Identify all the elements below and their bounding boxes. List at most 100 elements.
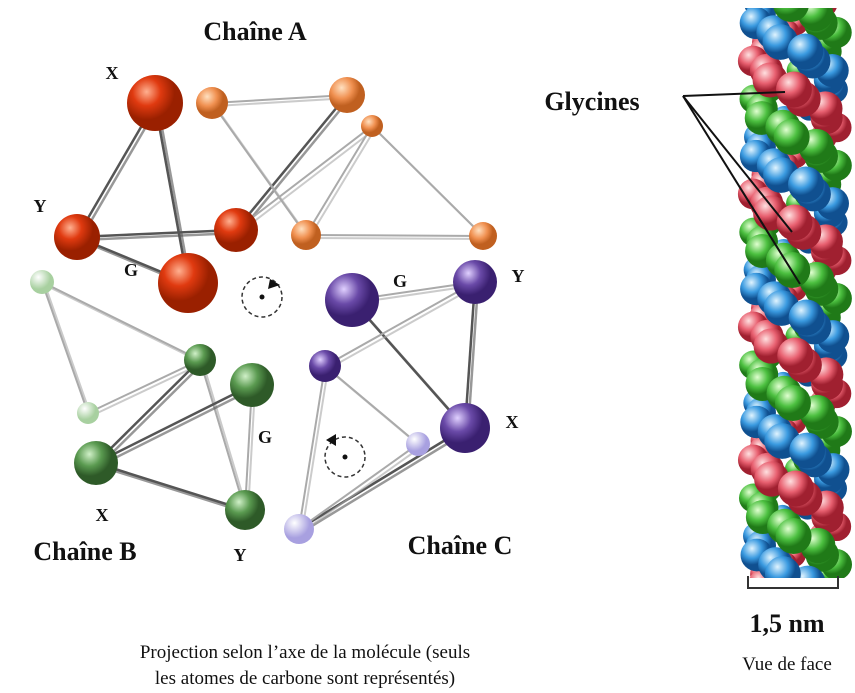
bond — [79, 231, 240, 242]
atoms — [30, 75, 497, 544]
atom — [230, 363, 274, 407]
glycines-label: Glycines — [544, 87, 639, 116]
residue-label: G — [124, 260, 138, 280]
atom — [309, 350, 341, 382]
bond — [298, 443, 419, 530]
residue-label: Y — [34, 196, 47, 216]
helix-atom — [789, 432, 826, 469]
atom — [284, 514, 314, 544]
atom — [329, 77, 365, 113]
residue-label: X — [506, 412, 519, 432]
atom — [54, 214, 100, 260]
bond — [298, 365, 326, 530]
bond — [301, 429, 469, 534]
atom — [127, 75, 183, 131]
helix-atom — [775, 518, 812, 554]
helix-atom — [773, 8, 809, 22]
bond — [301, 368, 329, 533]
glycine-pointers — [682, 91, 801, 285]
chain-title: Chaîne C — [408, 531, 513, 560]
helix-atom — [777, 337, 814, 374]
helix-atom — [788, 299, 825, 336]
helix-atom — [774, 385, 811, 421]
pointer — [682, 95, 801, 285]
atom — [453, 260, 497, 304]
bond — [95, 359, 201, 464]
atom — [30, 270, 54, 294]
bond — [98, 386, 256, 468]
bond — [95, 383, 253, 465]
helix-atom — [764, 556, 801, 578]
bond — [305, 125, 373, 236]
rotation-arrow — [241, 276, 283, 318]
atom — [325, 273, 379, 327]
bond — [211, 94, 348, 104]
residue-label: Y — [234, 545, 247, 565]
arrow-head — [326, 434, 336, 446]
bond — [41, 281, 89, 414]
atom — [184, 344, 216, 376]
bond — [238, 97, 351, 234]
helix-atom — [777, 470, 814, 507]
atom — [77, 402, 99, 424]
arrow-head — [268, 279, 280, 289]
chain-title: Chaîne A — [203, 17, 307, 46]
bond — [308, 128, 376, 239]
bond — [87, 359, 201, 414]
bond — [308, 237, 487, 240]
bond — [44, 284, 204, 364]
helix-atom — [776, 204, 813, 241]
bond — [95, 461, 246, 512]
atom — [225, 490, 265, 530]
atom — [196, 87, 228, 119]
bond — [301, 446, 422, 533]
bond — [199, 359, 246, 511]
bond — [235, 125, 373, 231]
bond — [44, 284, 92, 417]
atom — [406, 432, 430, 456]
bond — [202, 362, 249, 514]
helix-atom — [787, 166, 824, 203]
chain-title: Chaîne B — [33, 537, 136, 566]
pointer — [682, 95, 793, 233]
bond — [214, 97, 351, 107]
atom — [440, 403, 490, 453]
view-label: Vue de face — [742, 654, 832, 675]
residue-label: G — [258, 427, 272, 447]
residue-label: Y — [512, 266, 525, 286]
bond — [327, 284, 479, 370]
helix-atom — [775, 71, 812, 108]
bond — [235, 94, 348, 231]
bond — [41, 281, 201, 361]
bond — [98, 464, 249, 515]
axis — [342, 454, 348, 460]
atom — [291, 220, 321, 250]
caption: les atomes de carbone sont représentés) — [155, 668, 455, 689]
axis — [259, 294, 265, 300]
residue-label: X — [96, 505, 109, 525]
bond — [76, 228, 237, 239]
bond — [305, 234, 484, 237]
residue-label: G — [393, 271, 407, 291]
atom — [74, 441, 118, 485]
bond — [214, 105, 310, 239]
pointer — [682, 91, 786, 97]
rotation-arrow — [324, 436, 366, 478]
bond — [327, 368, 422, 448]
helix-atom — [787, 33, 824, 70]
caption: Projection selon l’axe de la molécule (s… — [140, 642, 470, 663]
bond — [98, 362, 204, 467]
atom — [158, 253, 218, 313]
rotation-arrows — [241, 276, 366, 478]
bond — [153, 102, 190, 284]
residue-label: X — [106, 63, 119, 83]
atom — [469, 222, 497, 250]
bond — [298, 426, 466, 531]
scale-label: 1,5 nm — [749, 609, 824, 638]
bond — [238, 128, 376, 234]
bond — [90, 362, 204, 417]
helix-atom — [773, 119, 810, 155]
helix-atom — [797, 8, 834, 32]
bond — [374, 128, 487, 240]
